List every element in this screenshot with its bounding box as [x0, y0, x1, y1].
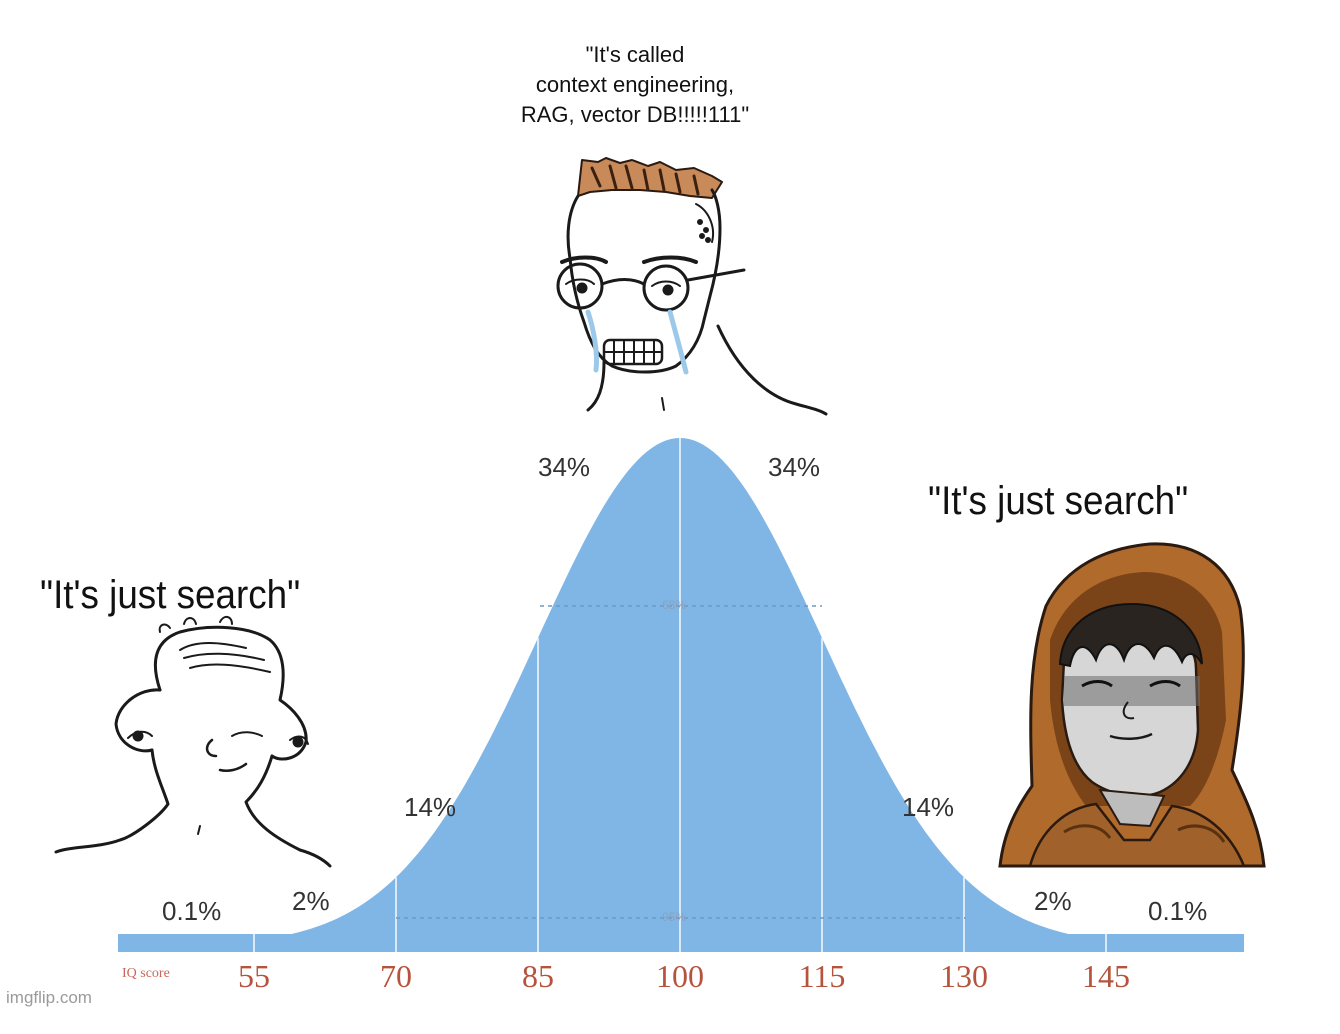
x-tick-130: 130 [940, 958, 988, 994]
pct-left-mid: 14% [404, 792, 457, 822]
two-sigma-label: 95% [662, 910, 687, 924]
pct-left-center: 34% [538, 452, 591, 482]
pct-right-mid: 14% [902, 792, 955, 822]
x-tick-115: 115 [798, 958, 846, 994]
x-axis-label: IQ score [122, 966, 170, 981]
wojak-simple-icon [54, 616, 332, 868]
x-tick-55: 55 [238, 958, 270, 994]
pct-far-left: 0.1% [162, 896, 222, 926]
crying-glasses-nerd-icon [556, 157, 828, 416]
left-character-caption: "It's just search" [40, 573, 301, 617]
pct-right-center: 34% [768, 452, 821, 482]
right-character-caption: "It's just search" [928, 479, 1189, 523]
pct-far-right: 0.1% [1148, 896, 1208, 926]
hooded-monk-icon [998, 542, 1266, 868]
x-tick-100: 100 [656, 958, 704, 994]
middle-caption-line-1: "It's called [585, 42, 685, 67]
sigma-divider-lines [253, 438, 1107, 952]
pct-left-tail: 2% [292, 886, 330, 916]
imgflip-watermark: imgflip.com [6, 988, 92, 1007]
one-sigma-label: 68% [662, 598, 687, 612]
bell-curve-area [178, 438, 1220, 946]
x-tick-70: 70 [380, 958, 412, 994]
x-tick-145: 145 [1082, 958, 1130, 994]
middle-caption-line-2: context engineering, [535, 72, 735, 97]
x-tick-85: 85 [522, 958, 554, 994]
middle-character-caption: "It's called context engineering, RAG, v… [430, 40, 840, 130]
middle-caption-line-3: RAG, vector DB!!!!!111" [520, 102, 750, 127]
pct-right-tail: 2% [1034, 886, 1072, 916]
